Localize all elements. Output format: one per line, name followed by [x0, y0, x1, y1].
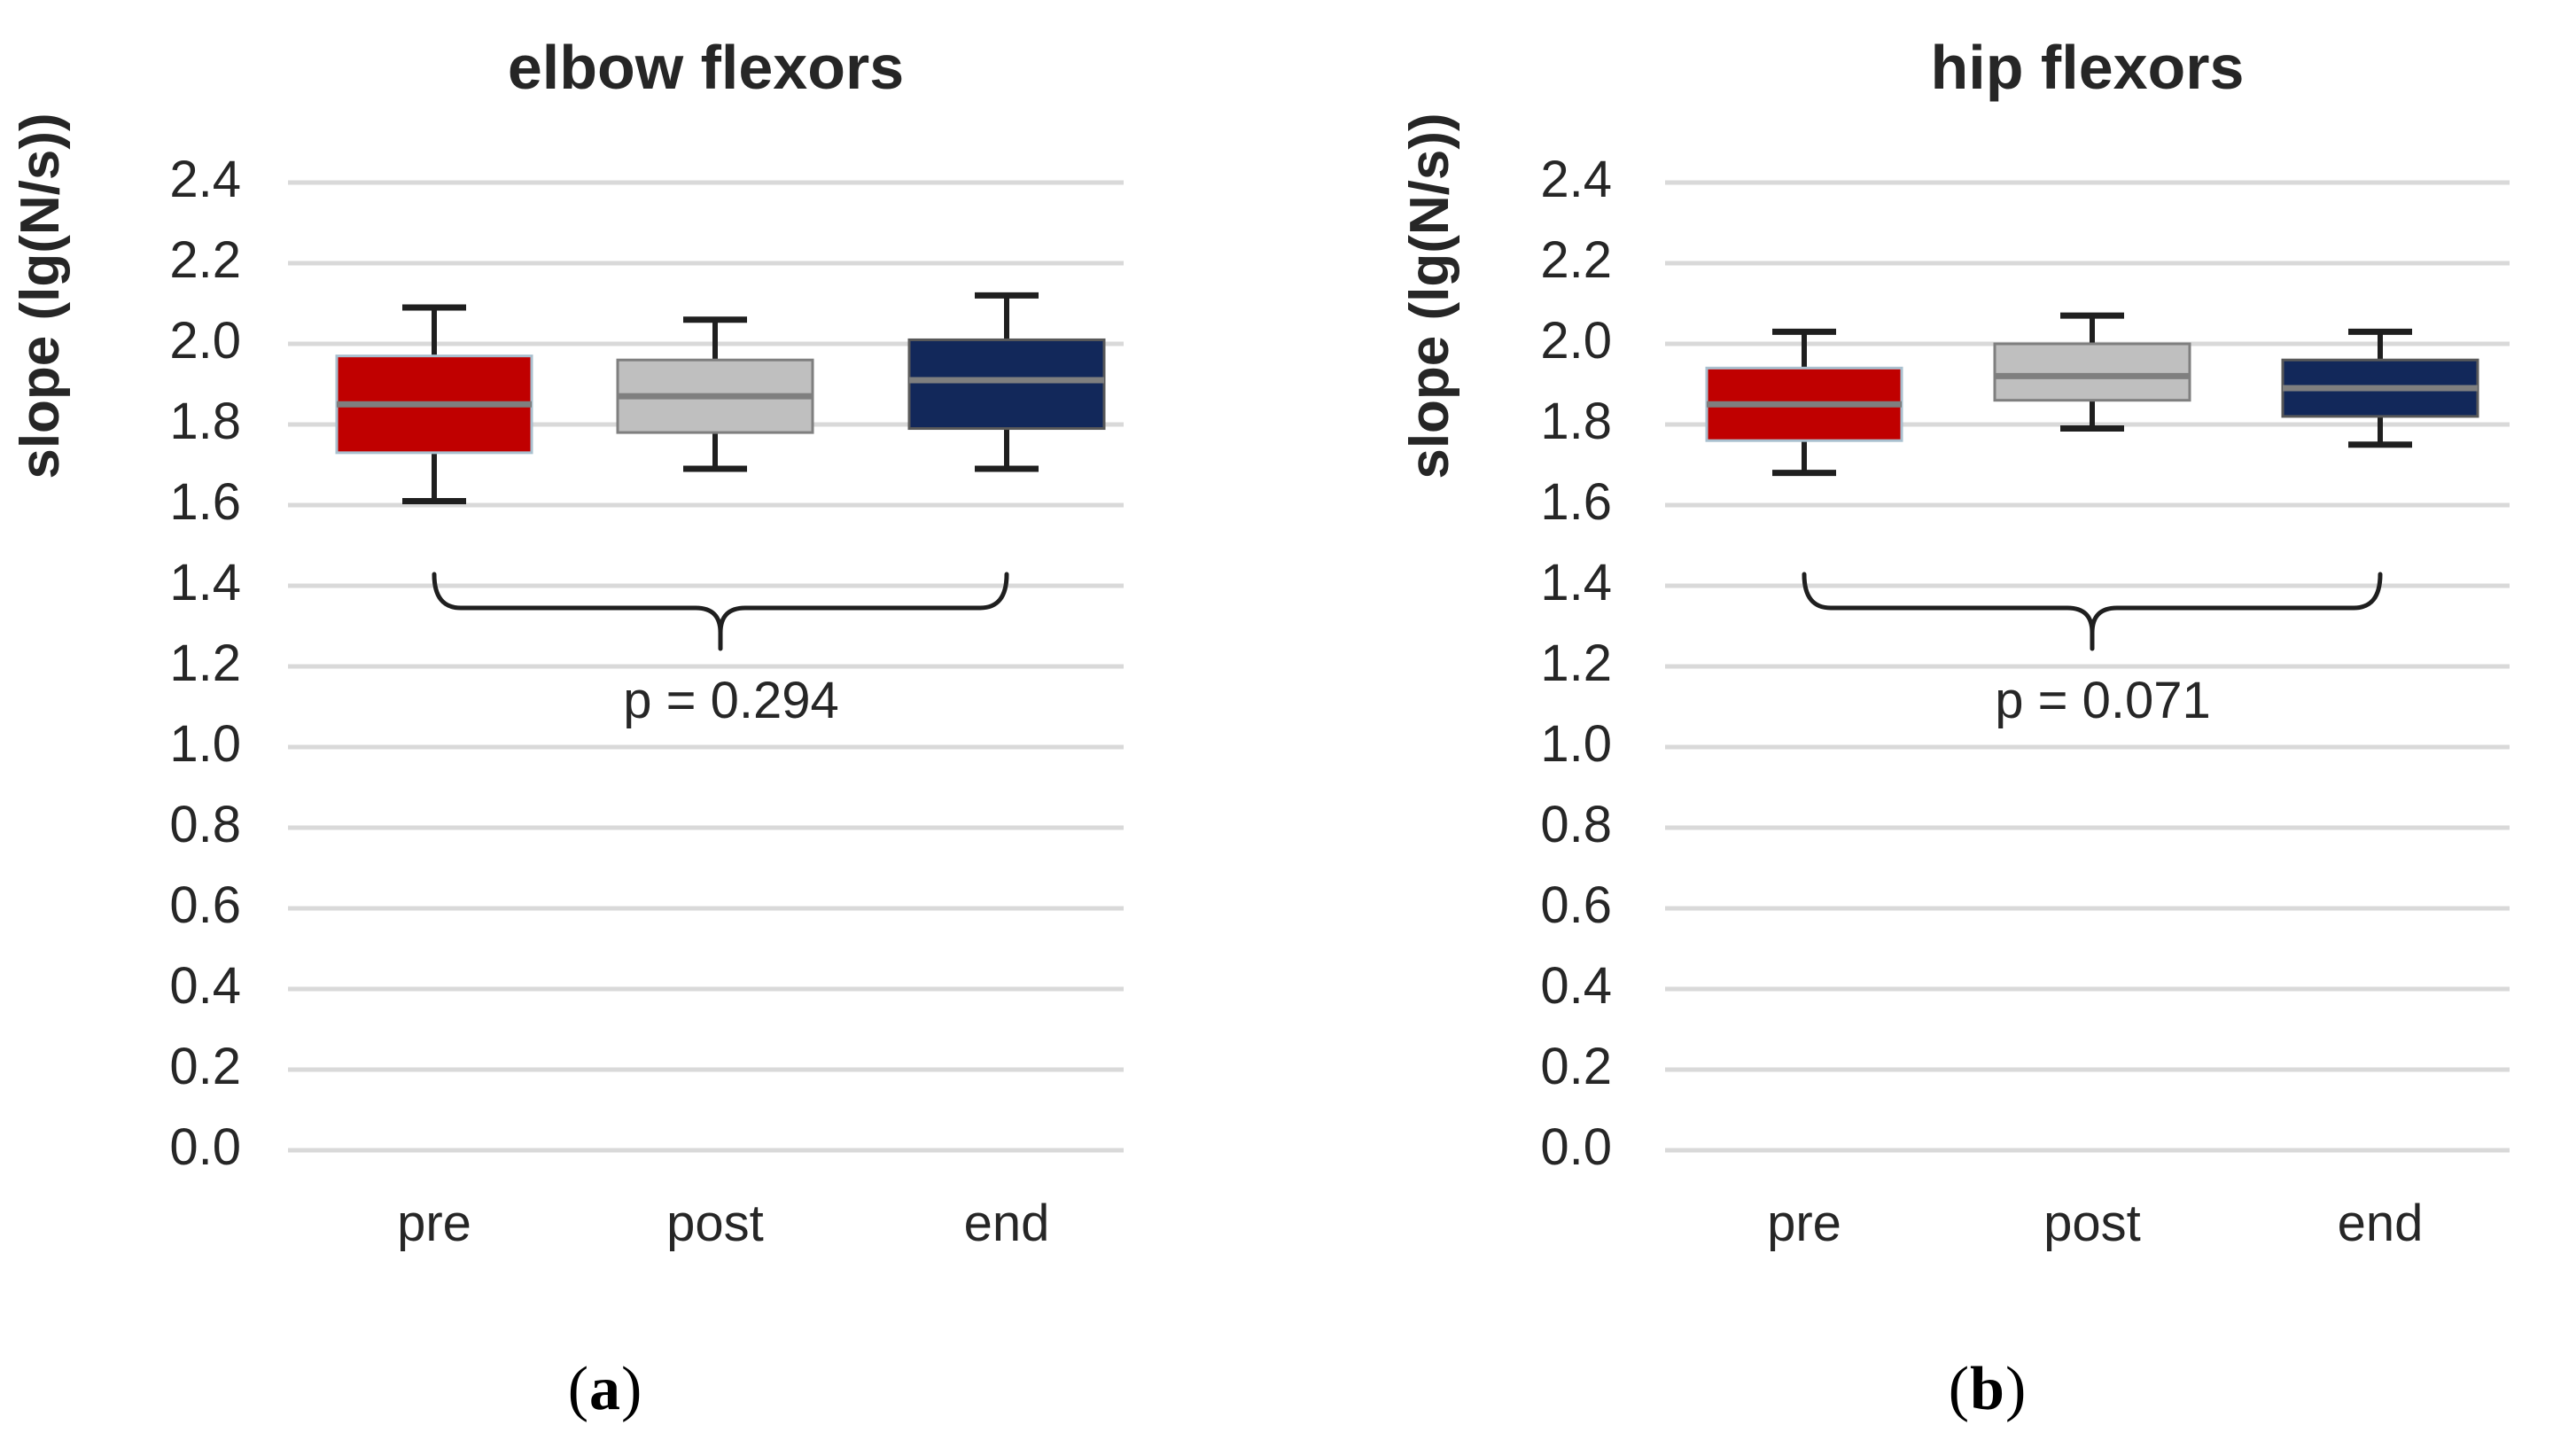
p-value-label: p = 0.071 — [1995, 672, 2211, 729]
box-end — [907, 338, 1106, 431]
y-tick-label: 2.2 — [169, 231, 241, 289]
panel-caption-b: (b) — [1949, 1354, 2028, 1425]
y-tick-label: 0.6 — [169, 876, 241, 934]
x-category-label-pre: pre — [1767, 1195, 1841, 1252]
caption-b-open-paren: ( — [1948, 1355, 1971, 1423]
hip-flexors-boxplot: 2.4 2.2 2.0 1.8 1.6 1.4 1.2 1.0 0.8 0.6 0.4 0.2 0.0 h… — [1399, 33, 2510, 1252]
y-tick-label: 0.8 — [1540, 796, 1612, 853]
elbow-flexors-boxplot: 2.4 2.2 2.0 1.8 1.6 1.4 1.2 1.0 0.8 0.6 0.4 0.2 0.0 e… — [10, 33, 1124, 1252]
panel-elbow-flexors: 2.4 2.2 2.0 1.8 1.6 1.4 1.2 1.0 0.8 0.6 0.4 0.2 0.0 e… — [0, 0, 1277, 1329]
y-tick-label: 2.2 — [1540, 231, 1612, 289]
caption-b-close-paren: ) — [2004, 1355, 2028, 1423]
caption-a-close-paren: ) — [621, 1355, 643, 1423]
x-category-label-pre: pre — [397, 1195, 471, 1252]
chart-title: elbow flexors — [508, 33, 904, 102]
y-tick-label: 2.0 — [169, 312, 241, 370]
caption-a-open-paren: ( — [567, 1355, 589, 1423]
y-tick-label: 1.0 — [169, 715, 241, 773]
y-tick-label: 2.4 — [1540, 151, 1612, 208]
comparison-bracket — [432, 572, 1009, 651]
p-value-label: p = 0.294 — [623, 672, 839, 729]
caption-b-letter: b — [1970, 1355, 2005, 1423]
y-tick-label: 1.4 — [1540, 554, 1612, 611]
chart-title: hip flexors — [1931, 33, 2245, 102]
y-axis-label: slope (lg(N/s)) — [1399, 113, 1460, 479]
y-tick-label: 0.8 — [169, 796, 241, 853]
y-tick-label: 2.0 — [1540, 312, 1612, 370]
y-tick-label: 2.4 — [169, 151, 241, 208]
y-tick-label: 0.2 — [1540, 1038, 1612, 1095]
y-tick-label: 1.6 — [169, 473, 241, 531]
comparison-bracket — [1802, 572, 2383, 651]
x-category-label-post: post — [666, 1195, 764, 1252]
box-post — [1993, 342, 2191, 402]
y-tick-label: 1.8 — [169, 393, 241, 450]
y-tick-label: 1.4 — [169, 554, 241, 611]
y-tick-label: 0.6 — [1540, 876, 1612, 934]
y-axis-label: slope (lg(N/s)) — [10, 113, 71, 479]
y-tick-label: 1.6 — [1540, 473, 1612, 531]
y-tick-label: 1.2 — [169, 635, 241, 692]
y-tick-label: 0.4 — [169, 957, 241, 1015]
panel-hip-flexors: 2.4 2.2 2.0 1.8 1.6 1.4 1.2 1.0 0.8 0.6 0.4 0.2 0.0 h… — [1277, 0, 2553, 1329]
caption-a-letter: a — [589, 1355, 621, 1423]
y-tick-label: 0.4 — [1540, 957, 1612, 1015]
x-category-label-post: post — [2043, 1195, 2141, 1252]
y-tick-label: 0.2 — [169, 1038, 241, 1095]
y-tick-label: 1.2 — [1540, 635, 1612, 692]
y-tick-label: 0.0 — [1540, 1118, 1612, 1176]
x-category-label-end: end — [2338, 1195, 2424, 1252]
y-tick-label: 1.8 — [1540, 393, 1612, 450]
y-tick-label: 0.0 — [169, 1118, 241, 1176]
y-tick-label: 1.0 — [1540, 715, 1612, 773]
x-category-label-end: end — [964, 1195, 1050, 1252]
panel-caption-a: (a) — [568, 1354, 643, 1425]
